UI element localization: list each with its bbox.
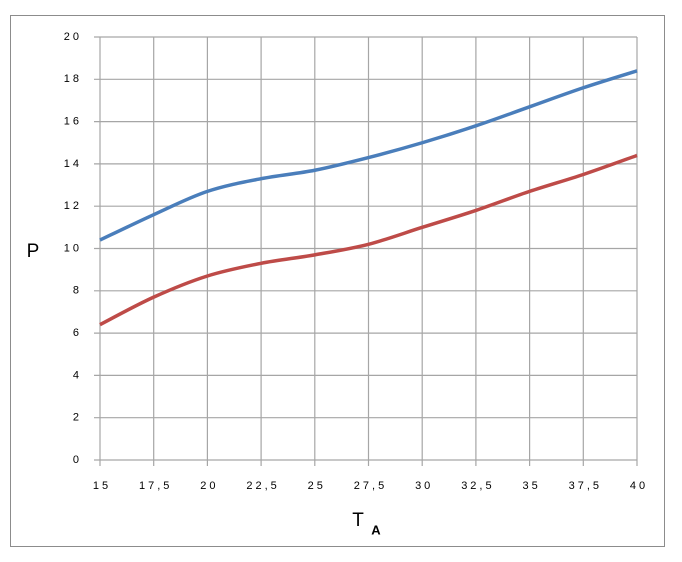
y-tick-label: 14: [64, 158, 82, 170]
x-tick-label: 27,5: [354, 480, 387, 492]
x-axis-label-subscript: A: [371, 522, 381, 537]
y-tick-label: 0: [73, 454, 82, 466]
x-tick-label: 30: [415, 480, 433, 492]
x-tick-label: 25: [308, 480, 326, 492]
y-tick-label: 4: [73, 369, 82, 381]
data-line: [99, 69, 638, 242]
y-tick-label: 10: [64, 242, 82, 254]
y-tick-label: 12: [64, 200, 82, 212]
x-tick-label: 37,5: [569, 480, 602, 492]
y-tick-label: 16: [64, 116, 82, 128]
y-tick-label: 18: [64, 73, 82, 85]
x-axis-label: T: [352, 510, 364, 531]
chart-border: [10, 15, 665, 547]
y-tick-label: 6: [73, 327, 82, 339]
x-tick-label: 20: [200, 480, 218, 492]
y-tick-label: 8: [73, 285, 82, 297]
y-tick-label: 20: [64, 31, 82, 43]
x-tick-label: 32,5: [461, 480, 494, 492]
y-tick-label: 2: [73, 412, 82, 424]
x-tick-label: 22,5: [246, 480, 279, 492]
x-tick-label: 15: [93, 480, 111, 492]
x-tick-label: 40: [630, 480, 648, 492]
x-tick-label: 17,5: [139, 480, 172, 492]
data-line: [99, 153, 638, 327]
y-axis-label: P: [27, 241, 40, 262]
x-tick-label: 35: [522, 480, 540, 492]
